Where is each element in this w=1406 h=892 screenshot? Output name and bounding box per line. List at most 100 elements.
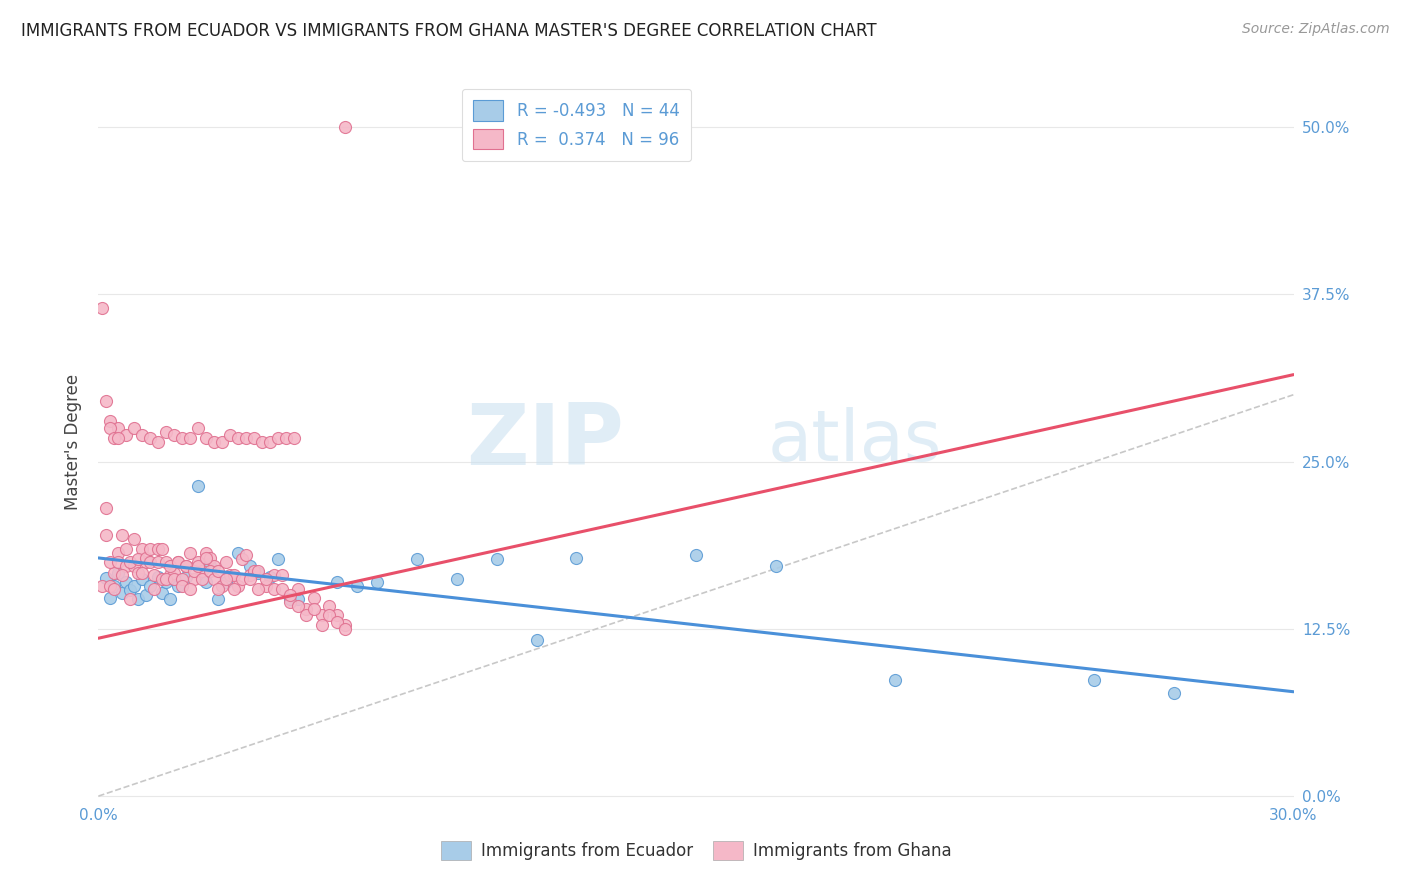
- Point: [195, 575, 218, 590]
- Point: [163, 573, 186, 587]
- Point: [278, 595, 301, 609]
- Point: [231, 573, 253, 587]
- Point: [207, 565, 229, 579]
- Point: [226, 431, 249, 445]
- Text: IMMIGRANTS FROM ECUADOR VS IMMIGRANTS FROM GHANA MASTER'S DEGREE CORRELATION CHA: IMMIGRANTS FROM ECUADOR VS IMMIGRANTS FR…: [21, 22, 877, 40]
- Point: [278, 592, 301, 607]
- Point: [326, 575, 349, 590]
- Point: [294, 602, 316, 616]
- Point: [254, 579, 277, 593]
- Point: [150, 586, 173, 600]
- Point: [485, 552, 508, 566]
- Point: [91, 301, 114, 315]
- Point: [222, 582, 245, 596]
- Point: [127, 552, 149, 566]
- Point: [318, 599, 340, 614]
- Point: [270, 568, 292, 582]
- Point: [187, 478, 209, 492]
- Point: [115, 427, 138, 442]
- Point: [155, 575, 177, 590]
- Point: [135, 551, 157, 566]
- Point: [187, 558, 209, 574]
- Point: [124, 579, 146, 593]
- Text: Source: ZipAtlas.com: Source: ZipAtlas.com: [1241, 22, 1389, 37]
- Point: [198, 565, 221, 579]
- Point: [183, 573, 205, 587]
- Text: atlas: atlas: [768, 407, 942, 476]
- Point: [143, 568, 166, 582]
- Point: [222, 568, 245, 582]
- Point: [226, 546, 249, 560]
- Point: [131, 541, 153, 556]
- Point: [172, 579, 194, 593]
- Point: [211, 434, 233, 449]
- Point: [207, 582, 229, 596]
- Point: [270, 582, 292, 596]
- Point: [139, 579, 162, 593]
- Point: [246, 582, 269, 596]
- Point: [335, 617, 357, 632]
- Point: [239, 558, 262, 574]
- Point: [174, 570, 197, 584]
- Point: [246, 565, 269, 579]
- Point: [111, 586, 134, 600]
- Point: [96, 571, 118, 585]
- Point: [335, 622, 357, 636]
- Point: [187, 555, 209, 569]
- Legend: Immigrants from Ecuador, Immigrants from Ghana: Immigrants from Ecuador, Immigrants from…: [434, 835, 957, 867]
- Point: [765, 558, 787, 574]
- Point: [155, 555, 177, 569]
- Point: [346, 579, 368, 593]
- Point: [195, 431, 218, 445]
- Point: [243, 431, 266, 445]
- Point: [406, 552, 429, 566]
- Point: [219, 568, 242, 582]
- Point: [135, 589, 157, 603]
- Point: [311, 617, 333, 632]
- Point: [263, 582, 285, 596]
- Point: [143, 582, 166, 596]
- Point: [115, 558, 138, 574]
- Point: [219, 427, 242, 442]
- Point: [163, 427, 186, 442]
- Point: [120, 555, 142, 569]
- Point: [263, 568, 285, 582]
- Point: [366, 575, 388, 590]
- Point: [127, 592, 149, 607]
- Point: [195, 546, 218, 560]
- Point: [103, 579, 125, 593]
- Point: [302, 602, 325, 616]
- Point: [103, 582, 125, 596]
- Point: [215, 575, 238, 590]
- Point: [267, 431, 290, 445]
- Point: [163, 566, 186, 580]
- Point: [148, 541, 170, 556]
- Point: [111, 528, 134, 542]
- Point: [202, 573, 225, 587]
- Point: [159, 568, 181, 582]
- Point: [446, 573, 468, 587]
- Point: [139, 541, 162, 556]
- Point: [96, 528, 118, 542]
- Point: [326, 615, 349, 630]
- Point: [311, 608, 333, 623]
- Point: [287, 582, 309, 596]
- Point: [278, 589, 301, 603]
- Point: [1163, 686, 1185, 700]
- Point: [215, 555, 238, 569]
- Point: [107, 546, 129, 560]
- Point: [115, 575, 138, 590]
- Point: [139, 431, 162, 445]
- Point: [98, 421, 122, 435]
- Point: [91, 579, 114, 593]
- Point: [211, 579, 233, 593]
- Point: [239, 573, 262, 587]
- Point: [131, 573, 153, 587]
- Point: [259, 434, 281, 449]
- Point: [302, 591, 325, 606]
- Point: [335, 120, 357, 135]
- Point: [107, 566, 129, 580]
- Point: [131, 427, 153, 442]
- Point: [111, 568, 134, 582]
- Point: [163, 573, 186, 587]
